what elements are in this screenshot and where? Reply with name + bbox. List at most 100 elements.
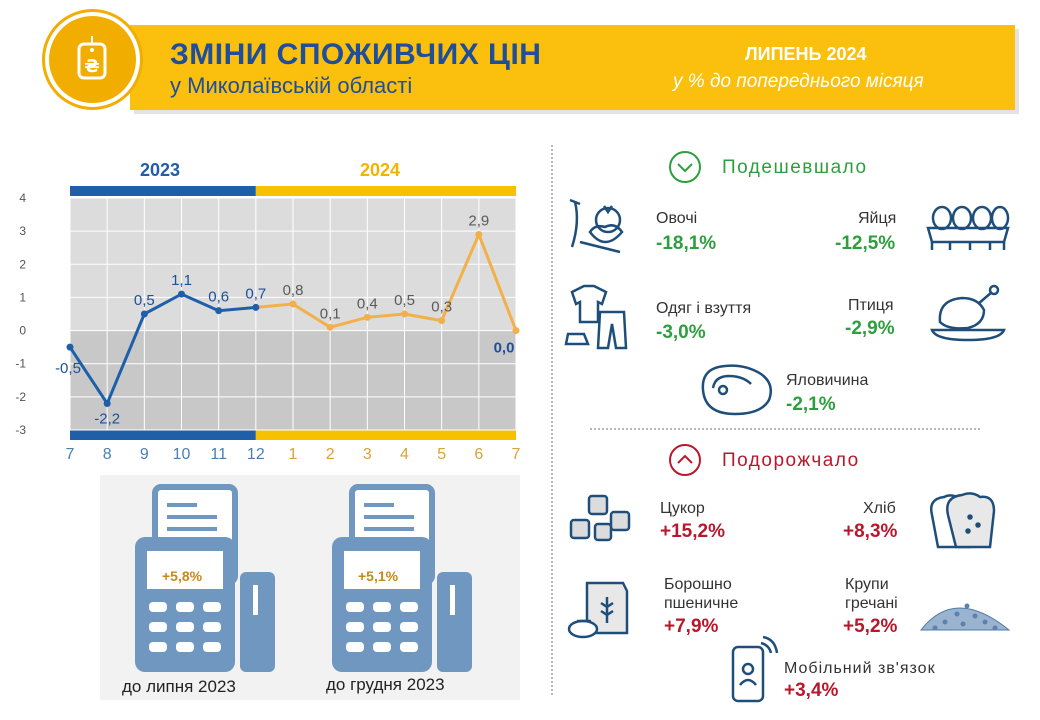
pricier-value-mobile: +3,4% [784, 680, 839, 701]
data-label: 0,3 [431, 299, 452, 316]
poultry-icon [930, 284, 1006, 342]
flour-icon [567, 581, 629, 639]
data-label: 0,8 [283, 282, 304, 299]
x-tick-label: 5 [437, 446, 446, 463]
cheaper-label-beef: Яловичина [786, 372, 869, 389]
data-label: 2,9 [468, 212, 489, 229]
data-label: 0,1 [320, 305, 341, 322]
pricier-value-flour: +7,9% [664, 616, 719, 637]
chevron-up-icon [669, 444, 701, 476]
data-point [326, 323, 334, 331]
horizontal-divider [590, 428, 980, 430]
data-label: 0,4 [357, 295, 378, 312]
pricier-label-buckwheat-1: Крупи [845, 576, 889, 593]
y-tick-label: -2 [15, 390, 26, 404]
cheaper-label-vegetables: Овочі [656, 210, 698, 227]
period-description: у % до попереднього місяця [673, 71, 924, 92]
cheaper-label-eggs: Яйця [858, 210, 897, 227]
cheaper-value-beef: -2,1% [786, 394, 836, 415]
data-point [512, 327, 520, 335]
receipt-panel [100, 475, 520, 700]
svg-text:₴: ₴ [84, 56, 99, 77]
data-point [215, 307, 223, 315]
data-point [178, 290, 185, 298]
series-line-2024 [255, 230, 518, 332]
x-tick-label: 6 [474, 446, 483, 463]
pricier-label-bread: Хліб [863, 500, 896, 517]
x-tick-label: 9 [140, 446, 149, 463]
clothes-icon [564, 284, 628, 350]
x-tick-label: 7 [66, 446, 75, 463]
chevron-down-icon [669, 151, 701, 183]
year-bar-2024-bottom [255, 430, 517, 440]
y-tick-label: 3 [19, 224, 26, 238]
price-tag-icon: ₴ [77, 36, 107, 80]
x-tick-label: 8 [103, 446, 112, 463]
cheaper-label-poultry: Птиця [848, 297, 894, 314]
x-tick-label: 3 [363, 446, 372, 463]
cash-register-icon-1 [135, 484, 275, 672]
page-title: ЗМІНИ СПОЖИВЧИХ ЦІН [170, 38, 542, 71]
receipt-value-yoy: +5,8% [162, 568, 203, 584]
data-label: 0,6 [208, 289, 229, 306]
y-tick-label: -3 [15, 423, 26, 437]
data-label: 0,5 [134, 292, 155, 309]
page-subtitle: у Миколаївській області [170, 73, 413, 98]
period-label: ЛИПЕНЬ 2024 [745, 44, 867, 64]
y-tick-label: 4 [19, 191, 26, 205]
header-banner [130, 25, 1015, 110]
cheaper-title: Подешевшало [722, 157, 868, 178]
pricier-value-sugar: +15,2% [660, 521, 725, 542]
data-point [289, 300, 297, 308]
x-tick-label: 2 [326, 446, 335, 463]
pricier-label-buckwheat-2: гречані [845, 595, 898, 612]
data-label: 0,5 [394, 292, 415, 309]
receipt-value-ytd: +5,1% [358, 568, 399, 584]
data-point [252, 303, 260, 311]
y-tick-label: 1 [19, 290, 26, 304]
x-tick-label: 12 [247, 446, 265, 463]
pricier-value-bread: +8,3% [843, 521, 898, 542]
cheaper-value-clothes: -3,0% [656, 322, 706, 343]
pricier-label-sugar: Цукор [660, 500, 705, 517]
y-tick-label: 2 [19, 257, 26, 271]
data-label: 0,0 [494, 340, 515, 357]
buckwheat-icon [919, 603, 1011, 631]
pricier-label-mobile: Мобільний зв'язок [784, 660, 936, 677]
vegetables-icon [569, 198, 624, 254]
data-point [363, 313, 371, 321]
eggs-icon [926, 205, 1010, 250]
data-label: 0,7 [245, 285, 266, 302]
data-point [140, 310, 148, 318]
cheaper-value-eggs: -12,5% [835, 233, 896, 254]
y-tick-label: -1 [15, 357, 26, 371]
receipt-caption-yoy: до липня 2023 [122, 677, 236, 696]
data-label: -2,2 [94, 410, 120, 427]
x-tick-label: 11 [210, 446, 227, 463]
data-point [66, 343, 74, 351]
data-label: 1,1 [171, 272, 192, 289]
receipt-caption-ytd: до грудня 2023 [326, 675, 445, 694]
pricier-title: Подорожчало [722, 450, 860, 471]
year-label-2023: 2023 [140, 160, 181, 180]
x-tick-label: 4 [400, 446, 409, 463]
year-bar-2023-bottom [70, 430, 256, 440]
data-label: -0,5 [55, 360, 81, 377]
year-label-2024: 2024 [360, 160, 401, 180]
pricier-label-flour-1: Борошно [664, 576, 732, 593]
x-tick-label: 1 [289, 446, 298, 463]
cheaper-label-clothes: Одяг і взуття [656, 300, 752, 317]
price-tag-logo: ₴ [45, 12, 140, 107]
y-tick-label: 0 [19, 324, 26, 338]
data-point [401, 310, 408, 318]
vertical-divider [551, 145, 553, 695]
series-line-2023 [68, 292, 256, 407]
data-point [103, 399, 111, 407]
x-tick-label: 7 [512, 446, 521, 463]
cash-register-icon-2 [332, 484, 472, 672]
x-tick-label: 10 [173, 446, 191, 463]
cheaper-value-vegetables: -18,1% [656, 233, 717, 254]
data-point [438, 317, 446, 325]
pricier-label-flour-2: пшеничне [664, 595, 739, 612]
